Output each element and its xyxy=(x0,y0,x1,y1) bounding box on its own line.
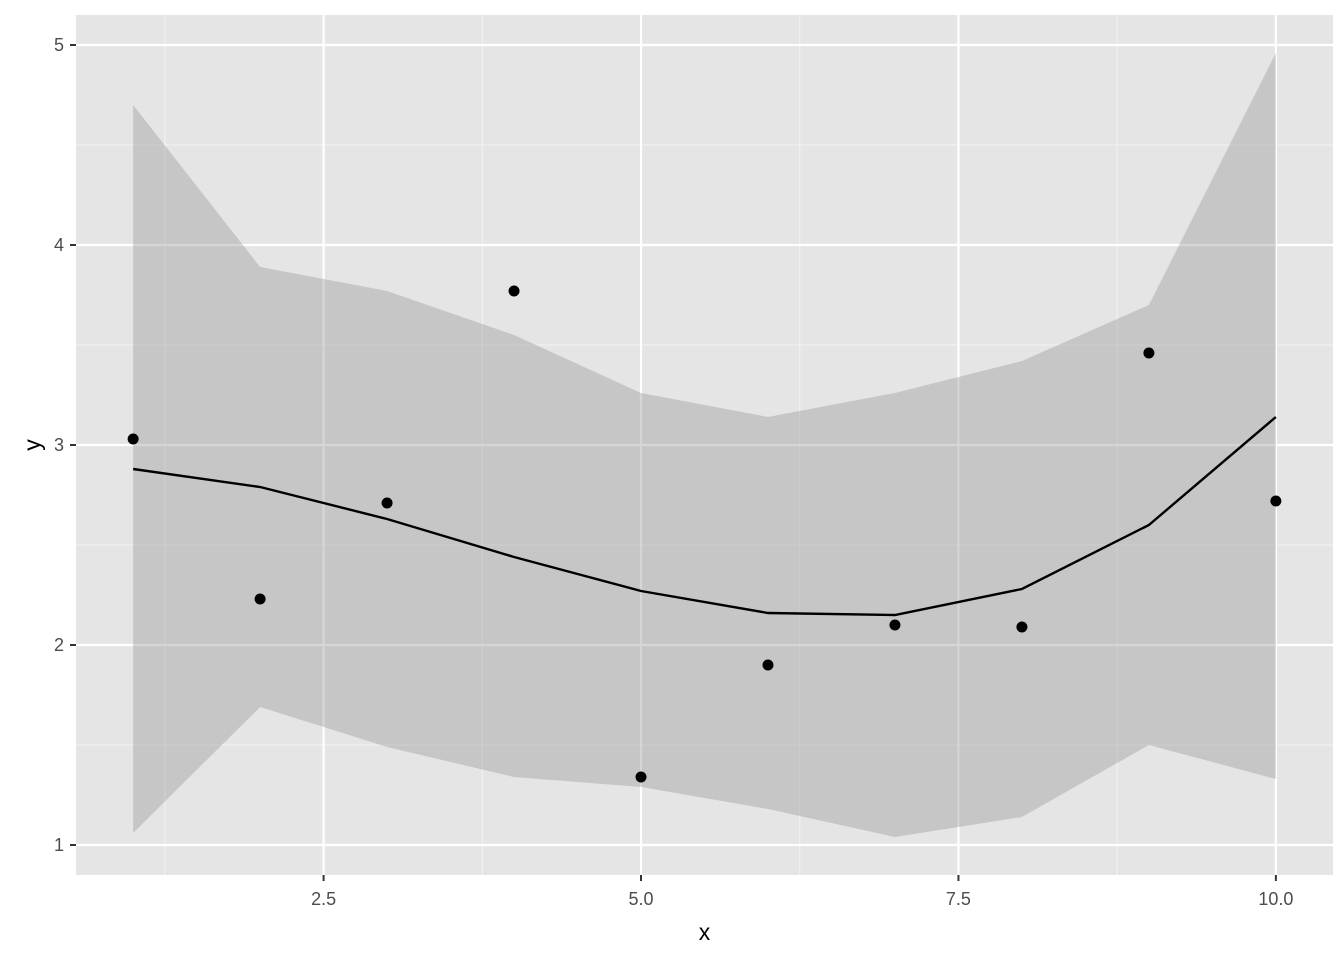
fit-line xyxy=(132,416,1277,617)
y-tick-label: 1 xyxy=(54,835,64,855)
y-tick-label: 2 xyxy=(54,635,64,655)
data-point xyxy=(889,619,901,631)
data-point xyxy=(762,659,774,671)
x-axis-ticks: 2.5 5.0 7.5 10.0 xyxy=(311,875,1293,909)
data-point xyxy=(508,285,520,297)
x-tick-label: 10.0 xyxy=(1258,889,1293,909)
data-point xyxy=(381,497,393,509)
data-points xyxy=(127,285,1282,783)
data-point xyxy=(127,433,139,445)
data-point xyxy=(254,593,266,605)
data-point xyxy=(635,771,647,783)
data-point xyxy=(1143,347,1155,359)
y-tick-label: 3 xyxy=(54,435,64,455)
data-point xyxy=(1270,495,1282,507)
y-axis-ticks: 1 2 3 4 5 xyxy=(54,35,76,855)
x-tick-label: 2.5 xyxy=(311,889,336,909)
y-tick-label: 4 xyxy=(54,235,64,255)
x-axis-title: x xyxy=(699,919,711,945)
data-point xyxy=(1016,621,1028,633)
x-tick-label: 7.5 xyxy=(946,889,971,909)
confidence-ribbon xyxy=(133,53,1276,837)
y-axis-title: y xyxy=(19,439,45,451)
x-tick-label: 5.0 xyxy=(628,889,653,909)
major-gridlines xyxy=(76,15,1333,875)
y-tick-label: 5 xyxy=(54,35,64,55)
